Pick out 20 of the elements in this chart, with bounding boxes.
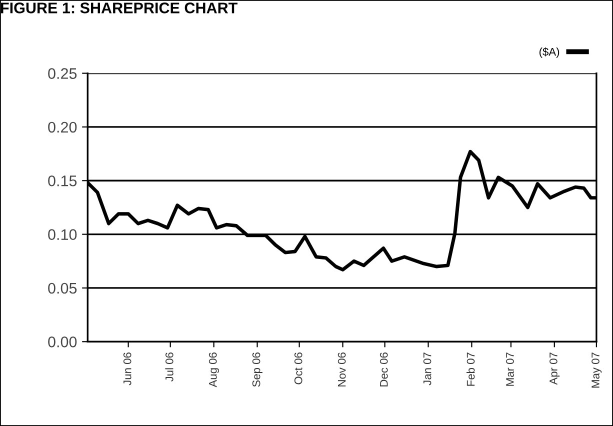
x-tick-label: Nov 06 [338, 352, 346, 386]
y-tick-label: 0.20 [48, 122, 77, 133]
x-tick-label: Sep 06 [252, 352, 262, 387]
y-tick-label: 0.00 [48, 336, 77, 348]
x-tick-label: Dec 06 [380, 352, 388, 386]
x-tick-label: Jan 07 [423, 352, 432, 386]
x-tick-label: Apr 07 [550, 352, 560, 385]
x-tick-label: Aug 06 [208, 352, 219, 388]
x-tick-label: Feb 07 [466, 352, 475, 386]
y-tick-label: 0.05 [48, 282, 77, 294]
x-tick-label: May 07 [592, 352, 602, 388]
y-tick-label: 0.15 [48, 175, 77, 186]
x-tick-label: Jun 06 [123, 352, 132, 386]
y-tick-label: 0.10 [48, 229, 77, 240]
y-tick-label: 0.25 [48, 68, 77, 79]
x-tick-label: Jul 06 [165, 352, 174, 382]
chart-title: FIGURE 1: SHAREPRICE CHART [1, 2, 238, 14]
x-tick-label: Oct 06 [294, 352, 302, 384]
x-tick-label: Mar 07 [506, 352, 514, 386]
legend-label: ($A) [539, 47, 560, 58]
